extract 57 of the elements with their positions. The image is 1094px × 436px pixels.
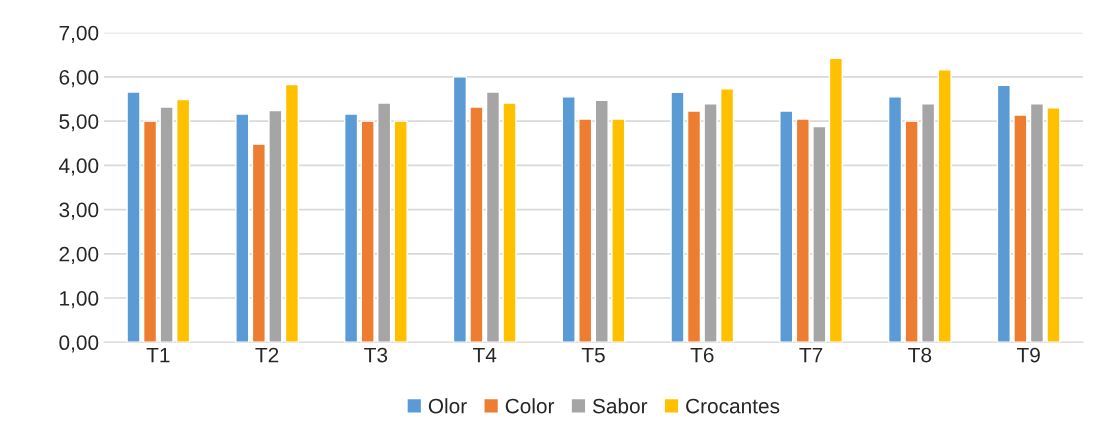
bar — [393, 120, 408, 343]
bar — [343, 113, 359, 343]
bar — [1046, 107, 1061, 343]
bar — [284, 83, 300, 343]
bar — [452, 76, 468, 343]
bar — [779, 110, 794, 343]
bar — [611, 118, 626, 343]
x-tick-label: T8 — [908, 347, 932, 363]
bar — [578, 118, 593, 343]
bar — [251, 143, 266, 343]
bar — [887, 96, 903, 343]
bar — [561, 96, 576, 343]
bar — [937, 69, 952, 343]
bar — [719, 88, 735, 343]
bar — [812, 125, 827, 343]
legend-label: Sabor — [592, 398, 648, 414]
x-tick-label: T5 — [581, 347, 605, 363]
y-tick-label: 1,00 — [60, 291, 99, 309]
bar — [159, 106, 174, 343]
legend-label: Olor — [428, 398, 467, 414]
legend-label: Color — [505, 398, 555, 414]
bar — [485, 91, 501, 343]
bar — [996, 84, 1011, 343]
x-tick-label: T9 — [1016, 347, 1040, 363]
bar — [795, 118, 810, 343]
bar — [1029, 103, 1045, 343]
y-tick-label: 5,00 — [59, 114, 99, 132]
bar — [469, 106, 484, 343]
y-tick-label: 6,00 — [59, 69, 99, 88]
bar — [176, 98, 191, 343]
bar — [268, 109, 283, 343]
y-tick-label: 4,00 — [59, 158, 99, 176]
bar — [904, 120, 919, 343]
bar — [142, 120, 158, 343]
bar — [921, 103, 936, 343]
bar — [686, 110, 702, 343]
bar — [594, 99, 609, 343]
x-tick-label: T3 — [364, 347, 388, 363]
legend-label: Crocantes — [686, 398, 780, 414]
bar — [377, 102, 392, 343]
bar — [670, 91, 685, 343]
x-tick-label: T1 — [146, 347, 170, 363]
x-tick-label: T7 — [799, 347, 823, 363]
bar — [703, 103, 718, 343]
bar — [502, 102, 517, 343]
y-tick-label: 2,00 — [59, 246, 99, 265]
bar — [235, 113, 250, 343]
x-tick-label: T4 — [473, 347, 497, 363]
y-tick-label: 3,00 — [59, 202, 99, 220]
y-tick-label: 0,00 — [59, 335, 99, 353]
bar — [1013, 114, 1028, 343]
bar — [828, 57, 843, 343]
bar — [360, 120, 375, 343]
x-tick-label: T2 — [255, 347, 279, 363]
bar — [126, 91, 141, 343]
y-tick-label: 7,00 — [59, 25, 99, 43]
x-tick-label: T6 — [690, 347, 714, 363]
